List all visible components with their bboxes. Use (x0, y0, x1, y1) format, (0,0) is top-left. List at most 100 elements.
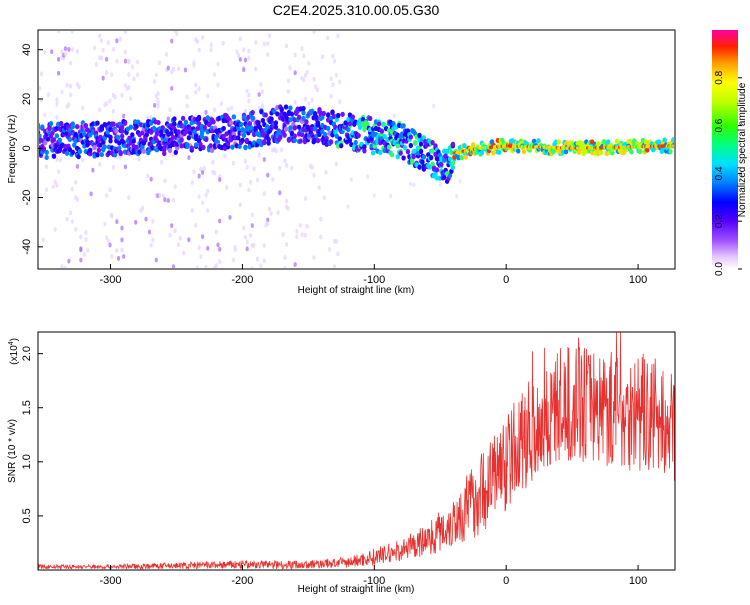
spectrogram-mark (353, 139, 358, 146)
spectrogram-mark (563, 149, 569, 155)
colorbar-tick-label: 0.2 (714, 214, 725, 228)
spectrogram-mark (51, 137, 57, 143)
spectrogram-mark (70, 47, 74, 52)
spectrogram-mark (463, 154, 469, 160)
spectrogram-mark (122, 120, 128, 126)
spectrogram-mark (50, 49, 54, 55)
spectrogram-mark (111, 165, 116, 170)
spectrogram-mark (135, 72, 140, 78)
spectrogram-mark (159, 159, 164, 165)
spectrogram-mark (93, 130, 99, 136)
spectrogram-mark (656, 139, 662, 145)
spectrogram-mark (330, 109, 335, 115)
spectrogram-mark (231, 114, 237, 120)
spectrogram-mark (110, 72, 114, 78)
snr-y-axis-label: SNR (10 * v/v) (7, 419, 18, 483)
spectrogram-mark (106, 40, 110, 45)
spectrogram-mark (118, 150, 123, 157)
spectrogram-mark (286, 89, 290, 94)
spectrogram-mark (101, 47, 105, 53)
spectrogram-mark (154, 257, 158, 263)
spectrogram-mark (104, 101, 109, 106)
spectrogram-mark (74, 124, 80, 130)
spectrogram-mark (576, 149, 582, 155)
spectrogram-mark (128, 124, 134, 130)
spectrogram-mark (98, 33, 102, 39)
spectrogram-mark (346, 204, 350, 209)
spectrogram-mark (163, 197, 167, 203)
spectrogram-mark (158, 60, 162, 66)
spectrogram-mark (279, 107, 284, 113)
spectrogram-mark (290, 165, 294, 171)
spectrogram-mark (372, 143, 377, 149)
spectrogram-mark (386, 144, 392, 150)
spectrogram-mark (285, 162, 289, 168)
spectrogram-mark (259, 81, 263, 87)
spectrogram-mark (219, 101, 224, 107)
spectrogram-mark (293, 99, 297, 105)
spectrogram-mark (55, 97, 59, 103)
spectrogram-mark (262, 140, 267, 146)
spectrogram-mark (672, 138, 674, 143)
spectrogram-mark (113, 94, 117, 100)
spectrogram-mark (102, 144, 107, 150)
spectrogram-mark (637, 148, 643, 155)
spectrogram-mark (206, 93, 210, 99)
spectrogram-mark (412, 139, 418, 146)
spectrogram-mark (211, 159, 215, 165)
spectrogram-mark (450, 164, 456, 171)
spectrogram-mark (362, 126, 367, 133)
spectrogram-mark (77, 84, 81, 90)
spectrogram-mark (595, 140, 601, 147)
spectrogram-mark (279, 147, 284, 153)
figure-title: C2E4.2025.310.00.05.G30 (273, 2, 440, 18)
spectrogram-mark (298, 138, 303, 144)
spectrogram-mark (44, 154, 49, 161)
spectrogram-mark (89, 191, 93, 197)
snr-x-tick-label: -100 (363, 575, 385, 587)
spectrogram-mark (292, 137, 297, 143)
spectrogram-mark (610, 150, 615, 156)
spectrogram-mark (68, 60, 73, 66)
spectrogram-mark (83, 123, 89, 129)
spectrogram-mark (303, 196, 308, 201)
spectrogram-mark (187, 237, 191, 243)
spectrogram-mark (260, 117, 266, 124)
spectrogram-mark (285, 242, 289, 247)
spectrogram-mark (254, 66, 258, 72)
spectrogram-mark (60, 89, 64, 95)
spectrogram-mark (201, 144, 206, 151)
spectrogram-mark (349, 177, 353, 182)
spectrogram-mark (266, 140, 271, 146)
spectrogram-mark (56, 169, 61, 175)
spectrogram-mark (295, 229, 299, 234)
spectrogram-mark (329, 93, 333, 99)
spectrogram-mark (301, 115, 306, 122)
spectrogram-mark (120, 247, 124, 253)
spectrogram-mark (95, 152, 100, 158)
spectrogram-mark (241, 132, 247, 138)
spectrogram-mark (255, 177, 260, 183)
spectrogram-mark (68, 83, 73, 89)
spectrogram-mark (224, 185, 229, 191)
spectrogram-mark (267, 33, 272, 39)
spectrogram-mark (281, 232, 285, 237)
spectrogram-mark (144, 216, 148, 222)
spectrogram-mark (149, 176, 153, 182)
spectrogram-mark (84, 230, 88, 235)
spectrogram-mark (331, 82, 335, 88)
spectrogram-mark (111, 46, 116, 52)
spectrogram-mark (293, 262, 297, 267)
spectrogram-mark (86, 247, 90, 253)
spectrogram-mark (521, 149, 527, 155)
spectrogram-x-tick-label: -200 (231, 274, 253, 286)
spectrogram-mark (185, 103, 189, 109)
spectrogram-mark (263, 112, 268, 118)
spectrogram-mark (408, 134, 414, 140)
spectrogram-mark (321, 54, 325, 60)
spectrogram-mark (197, 47, 201, 53)
spectrogram-mark (276, 210, 280, 216)
spectrogram-mark (152, 103, 157, 108)
spectrogram-mark (41, 146, 47, 152)
spectrogram-mark (39, 86, 42, 91)
